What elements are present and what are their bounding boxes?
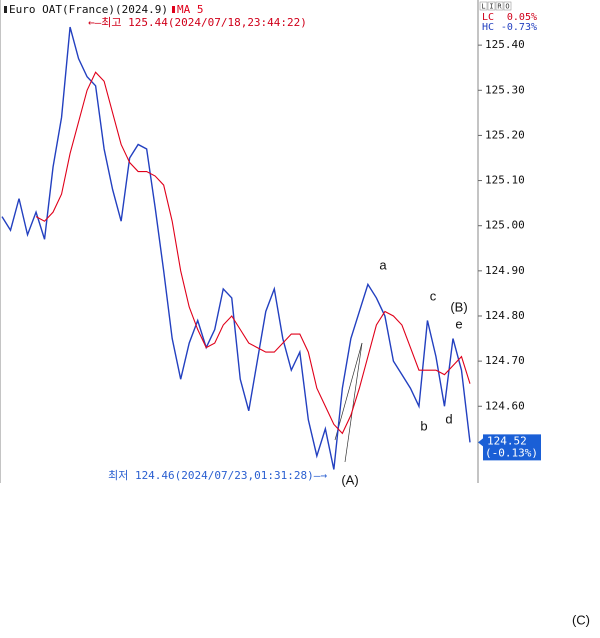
toolbar-button-label: L (481, 3, 485, 11)
wave-label: (B) (450, 299, 467, 314)
last-price-box (483, 434, 541, 461)
wave-line (344, 342, 363, 463)
last-price-label: 124.52 (487, 434, 527, 447)
toolbar-button[interactable] (479, 1, 488, 11)
toolbar-button[interactable] (495, 1, 504, 11)
y-tick-label: 125.40 (485, 38, 525, 51)
toolbar-button-label: O (505, 3, 509, 11)
wave-label: (A) (341, 472, 358, 487)
legend-marker (172, 6, 175, 13)
wave-label: e (455, 316, 462, 331)
y-tick-label: 125.30 (485, 83, 525, 96)
y-tick-label: 124.70 (485, 354, 525, 367)
high-note: ←—최고 125.44(2024/07/18,23:44:22) (88, 16, 307, 29)
ma-line (35, 71, 471, 435)
stat-label: LC (482, 12, 494, 23)
y-tick-label: 125.10 (485, 174, 525, 187)
y-tick-label: 124.60 (485, 399, 525, 412)
wave-label: (C) (572, 612, 590, 627)
legend-entry: MA 5 (177, 3, 204, 16)
price-line (1, 26, 471, 470)
toolbar-button[interactable] (487, 1, 496, 11)
toolbar-button-label: R (497, 3, 502, 11)
toolbar-button-label: I (489, 3, 493, 11)
wave-line (334, 342, 363, 441)
wave-label: c (430, 288, 437, 303)
low-note: 최저 124.46(2024/07/23,01:31:28)—→ (108, 469, 327, 482)
y-tick-label: 125.20 (485, 128, 525, 141)
wave-label: a (379, 257, 387, 272)
wave-label: b (420, 418, 427, 433)
stat-label: HC (482, 22, 494, 33)
y-tick-label: 124.90 (485, 264, 525, 277)
title-marker (4, 6, 7, 13)
stat-value: 0.05% (507, 12, 537, 23)
last-price-pointer (478, 438, 483, 447)
y-tick-label: 125.00 (485, 219, 525, 232)
stat-value: -0.73% (501, 22, 537, 33)
y-tick-label: 124.80 (485, 309, 525, 322)
toolbar-button[interactable] (503, 1, 512, 11)
chart-title: Euro OAT(France)(2024.9) (9, 3, 168, 16)
last-change-label: (-0.13%) (485, 446, 538, 459)
wave-label: d (445, 411, 452, 426)
